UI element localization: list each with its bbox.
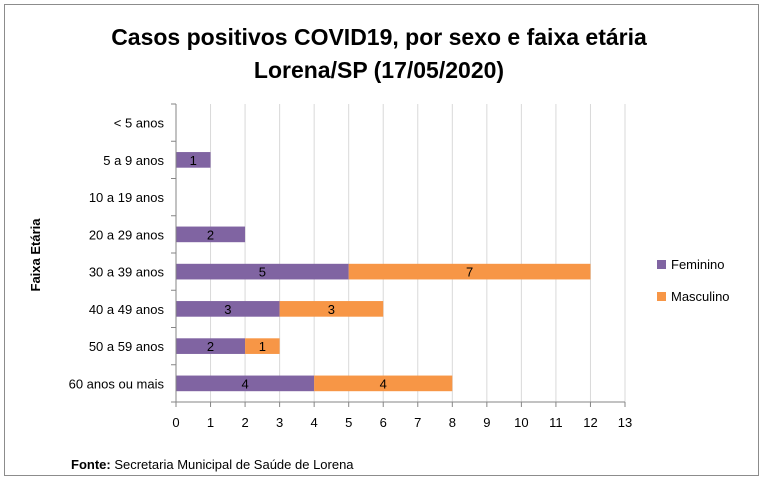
data-label-feminino-7: 4 [241, 376, 248, 391]
data-label-feminino-6: 2 [207, 339, 214, 354]
data-label-feminino-5: 3 [224, 302, 231, 317]
x-tick-label-12: 12 [583, 415, 597, 430]
x-tick-label-10: 10 [514, 415, 528, 430]
x-tick-label-0: 0 [172, 415, 179, 430]
source-note: Fonte: Secretaria Municipal de Saúde de … [71, 457, 354, 472]
source-label: Fonte: [71, 457, 111, 472]
category-labels: < 5 anos 5 a 9 anos 10 a 19 anos 20 a 29 an… [69, 116, 165, 392]
legend-swatch-feminino [657, 260, 666, 269]
legend: Feminino Masculino [657, 257, 730, 304]
bar-feminino-7 [176, 375, 315, 392]
category-label-6: 50 a 59 anos [89, 339, 165, 354]
category-label-4: 30 a 39 anos [89, 265, 165, 280]
bar-masculino-7 [314, 375, 453, 392]
data-label-feminino-4: 5 [259, 265, 266, 280]
chart: Casos positivos COVID19, por sexo e faix… [28, 24, 730, 430]
data-label-feminino-1: 1 [190, 153, 197, 168]
x-tick-label-8: 8 [449, 415, 456, 430]
data-label-masculino-6: 1 [259, 339, 266, 354]
data-label-feminino-3: 2 [207, 227, 214, 242]
x-tick-label-5: 5 [345, 415, 352, 430]
data-label-masculino-4: 7 [466, 265, 473, 280]
bar-masculino-6 [245, 338, 280, 354]
grid-lines [210, 104, 626, 402]
category-label-5: 40 a 49 anos [89, 302, 165, 317]
chart-frame: Casos positivos COVID19, por sexo e faix… [4, 4, 759, 476]
category-label-7: 60 anos ou mais [69, 376, 165, 391]
bar-feminino-3 [176, 226, 246, 243]
y-axis-label: Faixa Etária [28, 218, 43, 292]
legend-label-masculino: Masculino [671, 289, 730, 304]
data-label-masculino-5: 3 [328, 302, 335, 317]
x-tick-label-7: 7 [414, 415, 421, 430]
x-tick-label-4: 4 [311, 415, 318, 430]
category-label-0: < 5 anos [114, 116, 165, 131]
x-tick-label-13: 13 [618, 415, 632, 430]
category-label-2: 10 a 19 anos [89, 190, 165, 205]
x-tick-label-6: 6 [380, 415, 387, 430]
bars: 1 2 5 7 3 3 2 1 4 4 [176, 152, 591, 392]
x-tick-label-3: 3 [276, 415, 283, 430]
bar-feminino-1 [176, 152, 211, 168]
bar-feminino-5 [176, 301, 280, 317]
bar-feminino-4 [176, 263, 349, 280]
x-tick-label-1: 1 [207, 415, 214, 430]
chart-title-line-1: Casos positivos COVID19, por sexo e faix… [111, 24, 647, 50]
x-tick-label-2: 2 [241, 415, 248, 430]
bar-feminino-6 [176, 338, 246, 354]
category-label-1: 5 a 9 anos [103, 153, 164, 168]
source-text: Secretaria Municipal de Saúde de Lorena [110, 457, 354, 472]
axes [171, 103, 626, 407]
bar-masculino-4 [348, 263, 591, 280]
legend-swatch-masculino [657, 292, 666, 301]
x-tick-label-11: 11 [549, 415, 563, 430]
chart-title-line-2: Lorena/SP (17/05/2020) [254, 57, 504, 83]
category-label-3: 20 a 29 anos [89, 227, 165, 242]
bar-masculino-5 [279, 301, 384, 317]
data-label-masculino-7: 4 [380, 376, 387, 391]
x-tick-label-9: 9 [483, 415, 490, 430]
legend-label-feminino: Feminino [671, 257, 724, 272]
x-tick-labels: 0 1 2 3 4 5 6 7 8 9 10 11 12 13 [172, 415, 632, 430]
